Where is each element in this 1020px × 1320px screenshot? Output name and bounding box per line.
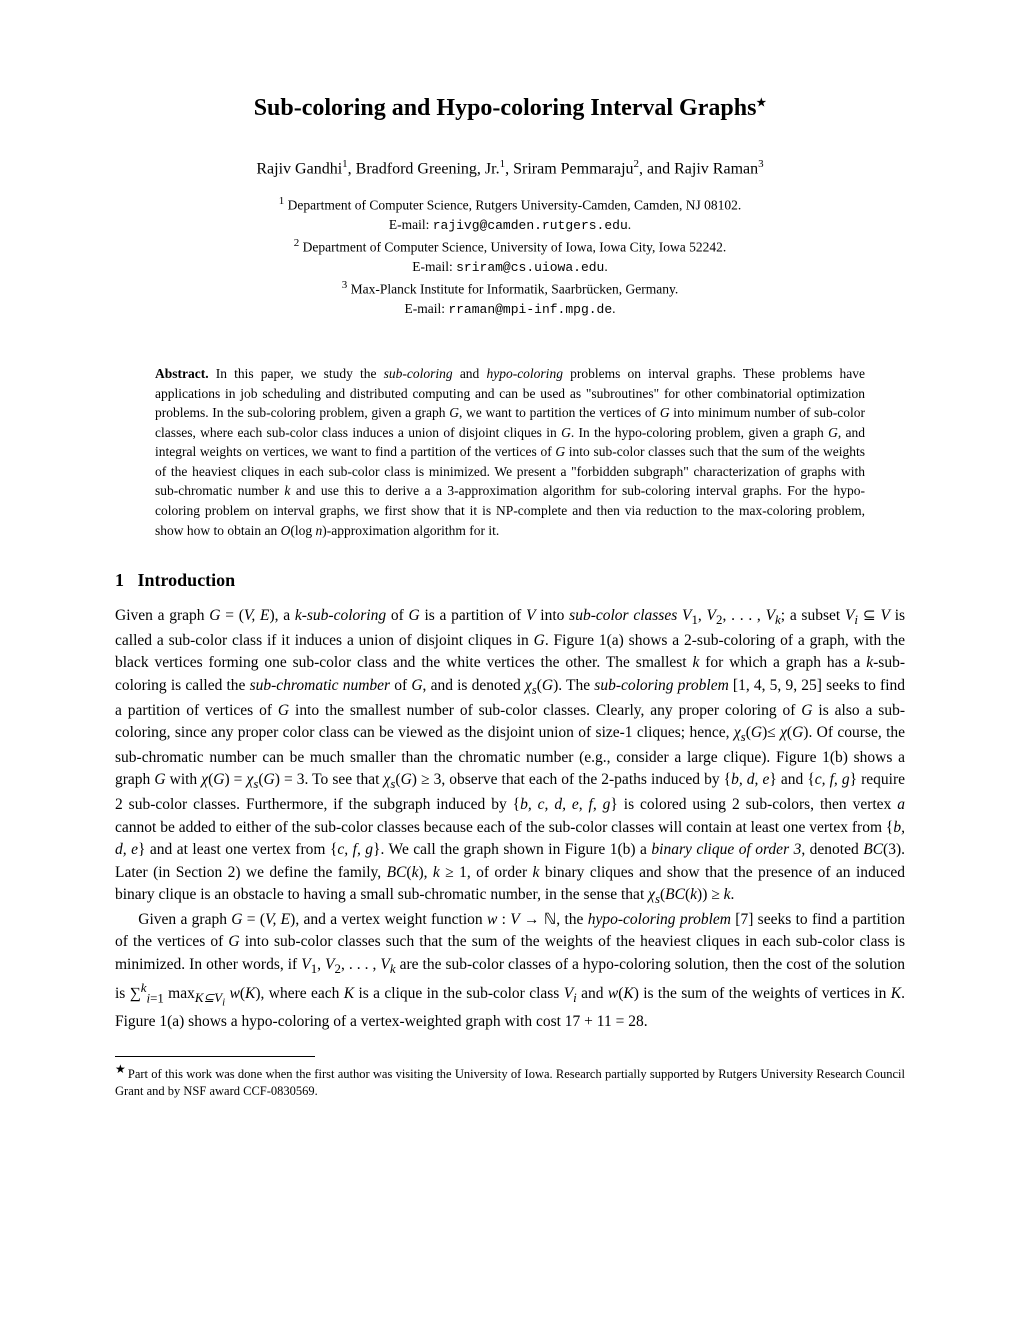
affiliation-2: 2 Department of Computer Science, Univer… <box>115 236 905 257</box>
body-text: Given a graph G = (V, E), a k-sub-colori… <box>115 605 905 1034</box>
email-label: E-mail: <box>404 301 445 316</box>
footnote-rule <box>115 1056 315 1057</box>
abstract-label: Abstract. <box>155 366 209 381</box>
affiliation-3-email: E-mail: rraman@mpi-inf.mpg.de. <box>115 299 905 320</box>
page: Sub-coloring and Hypo-coloring Interval … <box>0 0 1020 1320</box>
aff-text: Max-Planck Institute for Informatik, Saa… <box>351 282 679 297</box>
footnote-text: Part of this work was done when the firs… <box>115 1067 905 1098</box>
affiliation-1-email: E-mail: rajivg@camden.rutgers.edu. <box>115 215 905 236</box>
aff-text: Department of Computer Science, Rutgers … <box>288 198 742 213</box>
email: rajivg@camden.rutgers.edu <box>433 218 628 233</box>
section-1-heading: 1 Introduction <box>115 570 905 591</box>
aff-text: Department of Computer Science, Universi… <box>303 240 727 255</box>
email: sriram@cs.uiowa.edu <box>456 260 604 275</box>
authors-line: Rajiv Gandhi1, Bradford Greening, Jr.1, … <box>115 158 905 178</box>
affiliation-1: 1 Department of Computer Science, Rutger… <box>115 194 905 215</box>
footnote-marker: ★ <box>115 1062 126 1076</box>
footnote: ★Part of this work was done when the fir… <box>115 1061 905 1100</box>
email: rraman@mpi-inf.mpg.de <box>448 302 612 317</box>
abstract-block: Abstract. In this paper, we study the su… <box>155 364 865 540</box>
aff-num: 3 <box>342 279 348 291</box>
aff-num: 1 <box>279 195 285 207</box>
paragraph-1: Given a graph G = (V, E), a k-sub-colori… <box>115 605 905 909</box>
section-title: Introduction <box>138 570 236 590</box>
title-star: ★ <box>756 97 766 109</box>
paper-title: Sub-coloring and Hypo-coloring Interval … <box>115 95 905 122</box>
email-label: E-mail: <box>412 259 453 274</box>
title-text: Sub-coloring and Hypo-coloring Interval … <box>254 95 757 121</box>
paragraph-2: Given a graph G = (V, E), and a vertex w… <box>115 909 905 1034</box>
email-label: E-mail: <box>389 217 430 232</box>
affiliations-block: 1 Department of Computer Science, Rutger… <box>115 194 905 320</box>
aff-num: 2 <box>294 237 300 249</box>
affiliation-2-email: E-mail: sriram@cs.uiowa.edu. <box>115 257 905 278</box>
abstract-text: In this paper, we study the sub-coloring… <box>155 366 865 538</box>
section-number: 1 <box>115 570 124 590</box>
affiliation-3: 3 Max-Planck Institute for Informatik, S… <box>115 278 905 299</box>
